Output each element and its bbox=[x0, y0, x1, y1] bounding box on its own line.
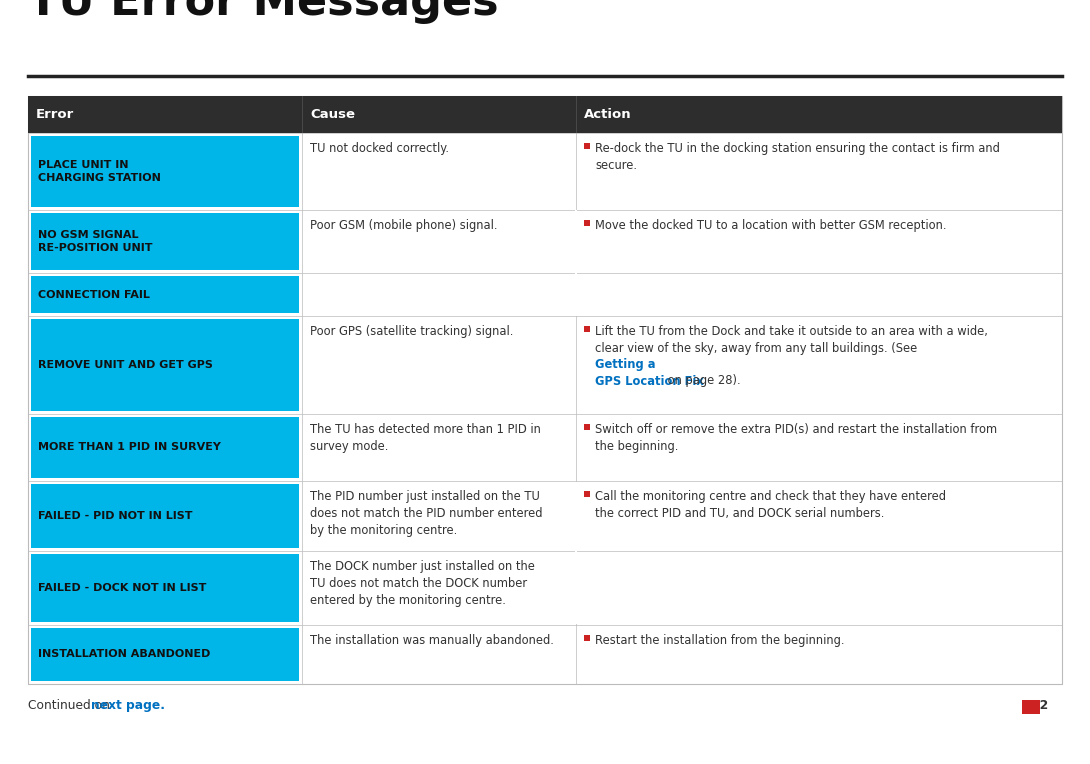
Bar bbox=[28, 96, 1062, 684]
Text: Switch off or remove the extra PID(s) and restart the installation from
the begi: Switch off or remove the extra PID(s) an… bbox=[595, 422, 997, 452]
Text: next page.: next page. bbox=[92, 699, 165, 712]
Bar bbox=[584, 143, 590, 149]
Bar bbox=[31, 554, 299, 622]
Bar bbox=[584, 635, 590, 640]
Bar bbox=[584, 326, 590, 332]
Bar bbox=[31, 484, 299, 548]
Text: PLACE UNIT IN
CHARGING STATION: PLACE UNIT IN CHARGING STATION bbox=[38, 160, 161, 183]
Text: Move the docked TU to a location with better GSM reception.: Move the docked TU to a location with be… bbox=[595, 219, 946, 231]
Text: The DOCK number just installed on the
TU does not match the DOCK number
entered : The DOCK number just installed on the TU… bbox=[310, 560, 535, 607]
Text: Poor GPS (satellite tracking) signal.: Poor GPS (satellite tracking) signal. bbox=[310, 325, 513, 338]
Text: Restart the installation from the beginning.: Restart the installation from the beginn… bbox=[595, 633, 845, 646]
Text: Action: Action bbox=[584, 108, 631, 121]
Bar bbox=[28, 96, 1062, 133]
Text: Call the monitoring centre and check that they have entered
the correct PID and : Call the monitoring centre and check tha… bbox=[595, 490, 946, 520]
Text: CONNECTION FAIL: CONNECTION FAIL bbox=[38, 290, 150, 299]
Text: TU not docked correctly.: TU not docked correctly. bbox=[310, 142, 449, 155]
Bar bbox=[576, 481, 577, 624]
Text: REMOVE UNIT AND GET GPS: REMOVE UNIT AND GET GPS bbox=[38, 360, 213, 370]
Bar bbox=[584, 220, 590, 225]
Bar bbox=[31, 627, 299, 681]
Text: Cause: Cause bbox=[310, 108, 355, 121]
Text: Error: Error bbox=[36, 108, 74, 121]
Bar bbox=[1022, 700, 1040, 714]
Text: TU Error Messages: TU Error Messages bbox=[28, 0, 498, 24]
Text: Continued on: Continued on bbox=[28, 699, 113, 712]
Text: 52: 52 bbox=[1031, 699, 1047, 712]
Bar bbox=[584, 423, 590, 429]
Text: The PID number just installed on the TU
does not match the PID number entered
by: The PID number just installed on the TU … bbox=[310, 490, 543, 537]
Text: on page 28).: on page 28). bbox=[664, 374, 741, 387]
Text: INSTALLATION ABANDONED: INSTALLATION ABANDONED bbox=[38, 649, 210, 659]
Bar bbox=[31, 416, 299, 478]
Text: NO GSM SIGNAL
RE-POSITION UNIT: NO GSM SIGNAL RE-POSITION UNIT bbox=[38, 230, 153, 253]
Text: Lift the TU from the Dock and take it outside to an area with a wide,
clear view: Lift the TU from the Dock and take it ou… bbox=[595, 325, 988, 355]
Bar bbox=[584, 491, 590, 497]
Text: MORE THAN 1 PID IN SURVEY: MORE THAN 1 PID IN SURVEY bbox=[38, 442, 221, 452]
Text: Re-dock the TU in the docking station ensuring the contact is firm and
secure.: Re-dock the TU in the docking station en… bbox=[595, 142, 1000, 172]
Text: FAILED - DOCK NOT IN LIST: FAILED - DOCK NOT IN LIST bbox=[38, 583, 206, 593]
Bar bbox=[31, 136, 299, 207]
Bar bbox=[31, 319, 299, 410]
Text: The TU has detected more than 1 PID in
survey mode.: The TU has detected more than 1 PID in s… bbox=[310, 422, 541, 452]
Text: FAILED - PID NOT IN LIST: FAILED - PID NOT IN LIST bbox=[38, 511, 193, 521]
Text: The installation was manually abandoned.: The installation was manually abandoned. bbox=[310, 633, 554, 646]
Bar bbox=[31, 212, 299, 270]
Bar bbox=[31, 277, 299, 313]
Text: Getting a
GPS Location Fix: Getting a GPS Location Fix bbox=[595, 358, 704, 387]
Bar bbox=[576, 210, 577, 316]
Text: Poor GSM (mobile phone) signal.: Poor GSM (mobile phone) signal. bbox=[310, 219, 497, 231]
